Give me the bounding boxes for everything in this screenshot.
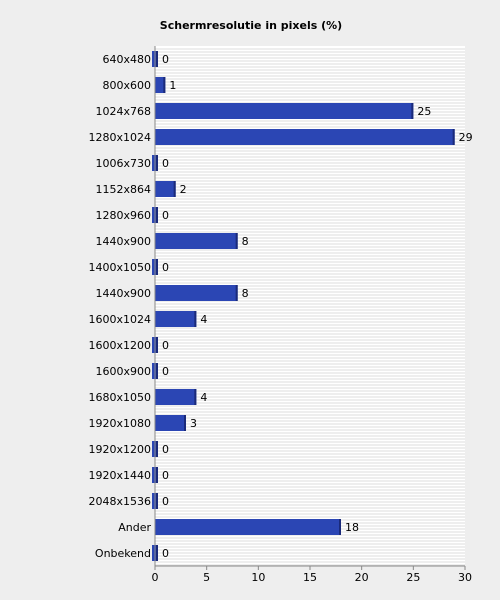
bar-edge	[411, 103, 414, 119]
value-label: 0	[162, 339, 169, 352]
category-label: 1680x1050	[89, 391, 152, 404]
bar-edge	[452, 129, 455, 145]
bar-edge	[156, 155, 158, 171]
bar	[155, 233, 238, 249]
bar-edge	[184, 415, 186, 431]
bar-edge	[156, 441, 158, 457]
category-label: 1152x864	[96, 183, 152, 196]
category-label: 1024x768	[96, 105, 152, 118]
bar	[155, 129, 455, 145]
category-label: 1440x900	[96, 235, 152, 248]
value-label: 25	[417, 105, 431, 118]
category-label: 1920x1080	[89, 417, 152, 430]
value-label: 1	[169, 79, 176, 92]
value-label: 29	[459, 131, 473, 144]
bar	[155, 519, 341, 535]
value-label: 4	[200, 391, 207, 404]
bar	[155, 103, 414, 119]
category-label: 1920x1440	[89, 469, 152, 482]
category-label: 1920x1200	[89, 443, 152, 456]
value-label: 4	[200, 313, 207, 326]
value-label: 0	[162, 469, 169, 482]
x-tick-label: 30	[458, 571, 472, 584]
value-label: 0	[162, 495, 169, 508]
x-tick-label: 0	[152, 571, 159, 584]
category-label: 1600x1200	[89, 339, 152, 352]
bar	[155, 285, 238, 301]
value-label: 0	[162, 261, 169, 274]
bar-edge	[156, 545, 158, 561]
bar-edge	[156, 363, 158, 379]
x-axis-ticks: 0 5 10 15 20 25 30	[152, 566, 472, 584]
x-tick-label: 5	[203, 571, 210, 584]
bar-edge	[339, 519, 341, 535]
bar-edge	[156, 259, 158, 275]
category-label: Onbekend	[95, 547, 151, 560]
category-label: 1600x1024	[89, 313, 152, 326]
category-label: 800x600	[102, 79, 151, 92]
value-label: 0	[162, 157, 169, 170]
bar-edge	[173, 181, 176, 197]
x-tick-label: 25	[406, 571, 420, 584]
bar	[155, 181, 176, 197]
bar	[155, 389, 197, 405]
chart-title: Schermresolutie in pixels (%)	[160, 19, 342, 32]
bar-edge	[156, 337, 158, 353]
value-label: 0	[162, 547, 169, 560]
value-label: 3	[190, 417, 197, 430]
value-label: 0	[162, 443, 169, 456]
category-label: 1440x900	[96, 287, 152, 300]
value-label: 8	[242, 235, 249, 248]
category-label: 640x480	[102, 53, 151, 66]
bar-edge	[156, 207, 158, 223]
x-tick-label: 20	[355, 571, 369, 584]
value-label: 8	[242, 287, 249, 300]
bar-edge	[194, 311, 197, 327]
bar	[155, 311, 197, 327]
bar-edge	[156, 493, 158, 509]
x-tick-label: 10	[251, 571, 265, 584]
bar	[155, 77, 166, 93]
category-label: Ander	[118, 521, 151, 534]
bar-edge	[235, 285, 238, 301]
bar-edge	[194, 389, 197, 405]
category-label: 1600x900	[96, 365, 152, 378]
category-label: 2048x1536	[89, 495, 152, 508]
value-label: 0	[162, 209, 169, 222]
category-label: 1006x730	[96, 157, 152, 170]
bar-edge	[235, 233, 238, 249]
value-label: 0	[162, 365, 169, 378]
category-label: 1280x1024	[89, 131, 152, 144]
bar	[155, 415, 186, 431]
value-label: 18	[345, 521, 359, 534]
category-label: 1400x1050	[89, 261, 152, 274]
value-label: 2	[180, 183, 187, 196]
bar-edge	[156, 51, 158, 67]
bar-edge	[163, 77, 166, 93]
bar-edge	[156, 467, 158, 483]
x-tick-label: 15	[303, 571, 317, 584]
value-label: 0	[162, 53, 169, 66]
category-label: 1280x960	[96, 209, 152, 222]
